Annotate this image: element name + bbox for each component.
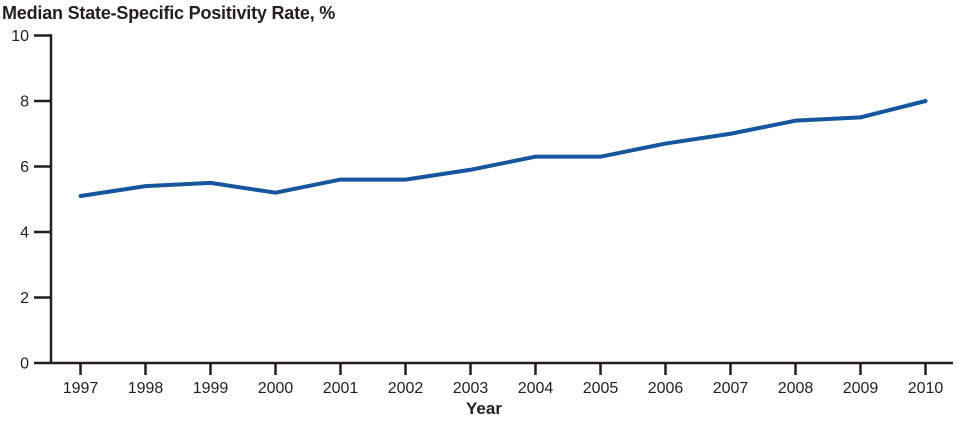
y-tick-label: 8 <box>20 94 29 111</box>
y-tick-label: 0 <box>20 356 29 373</box>
y-tick-label: 2 <box>20 290 29 307</box>
x-tick-label: 1998 <box>128 380 164 397</box>
x-tick-label: 1997 <box>63 380 99 397</box>
y-tick-label: 10 <box>11 28 29 45</box>
x-axis-title: Year <box>466 399 502 418</box>
x-tick-label: 2008 <box>778 380 814 397</box>
y-tick-label: 6 <box>20 159 29 176</box>
x-tick-label: 2002 <box>388 380 424 397</box>
x-tick-label: 1999 <box>193 380 229 397</box>
x-tick-label: 2006 <box>648 380 684 397</box>
x-tick-label: 2003 <box>453 380 489 397</box>
x-tick-label: 2005 <box>583 380 619 397</box>
x-tick-label: 2009 <box>843 380 879 397</box>
x-tick-label: 2007 <box>713 380 749 397</box>
x-tick-label: 2004 <box>518 380 554 397</box>
x-tick-label: 2001 <box>323 380 359 397</box>
y-tick-label: 4 <box>20 225 29 242</box>
data-line <box>78 99 928 198</box>
chart-title: Median State-Specific Positivity Rate, % <box>2 3 336 23</box>
x-tick-label: 2000 <box>258 380 294 397</box>
x-tick-label: 2010 <box>908 380 944 397</box>
